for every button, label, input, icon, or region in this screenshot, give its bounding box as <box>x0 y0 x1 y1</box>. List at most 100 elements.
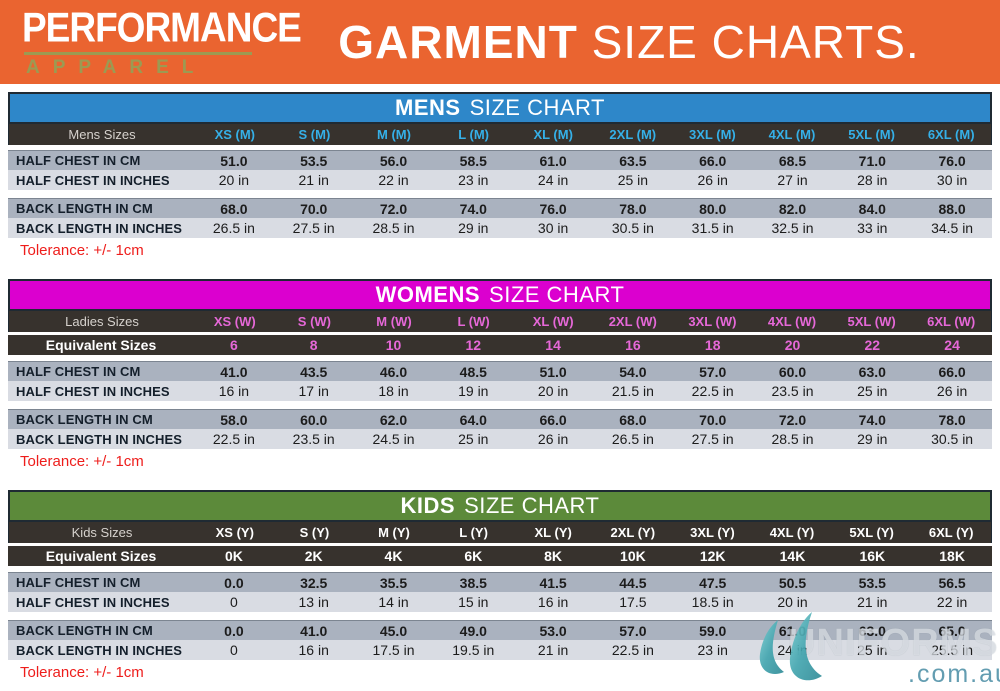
value-cell: 16 in <box>298 642 329 658</box>
value-cell: 26 in <box>936 383 968 399</box>
value-cell: 0.0 <box>224 574 244 591</box>
value-cell: 16 in <box>537 594 569 610</box>
brand-subname: APPAREL <box>26 57 207 78</box>
value-cell: 64.0 <box>459 411 487 428</box>
value-cell: 21.5 in <box>611 383 654 399</box>
value-cell: 4XL (M) <box>768 127 816 142</box>
value-cell: 3XL (M) <box>689 127 736 142</box>
sizes-label: Ladies Sizes <box>65 314 139 329</box>
mens-chart-title-bold: MENS <box>395 95 461 120</box>
value-cell: 70.0 <box>699 411 727 428</box>
value-cell: 50.5 <box>778 574 807 591</box>
size-header-row: Ladies Sizes XS (W) S (W) M (W) L (W) XL (W) 2… <box>8 311 992 332</box>
value-cell: 5XL (M) <box>848 127 895 142</box>
value-cell: 49.0 <box>459 622 487 639</box>
value-cell: 8 <box>309 337 318 353</box>
mens-chart-title-rest: SIZE CHART <box>469 95 605 120</box>
sizes-label: Mens Sizes <box>68 127 136 142</box>
kids-table: Kids Sizes XS (Y) S (Y) M (Y) L (Y) XL (Y) 2XL… <box>8 522 992 660</box>
value-cell: L (Y) <box>459 525 488 540</box>
value-cell: 22.5 in <box>611 642 654 658</box>
value-cell: 29 in <box>458 220 489 236</box>
row-label-text: BACK LENGTH IN INCHES <box>16 431 183 447</box>
value-cell: 8K <box>544 548 563 564</box>
value-cell: S (Y) <box>299 525 330 540</box>
row-label-text: BACK LENGTH IN CM <box>16 412 153 427</box>
value-cell: XL (Y) <box>534 525 572 540</box>
value-cell: 41.0 <box>300 622 328 639</box>
value-cell: 6XL (Y) <box>928 525 974 540</box>
value-cell: 27 in <box>777 172 808 188</box>
value-cell: 63.5 <box>619 152 647 169</box>
value-cell: 27.5 in <box>292 220 335 236</box>
data-row: HALF CHEST IN CM 51.0 53.5 56.0 58.5 61.0 63.5… <box>8 150 992 170</box>
value-cell: 56.0 <box>379 152 408 169</box>
value-cell: 54.0 <box>619 363 647 380</box>
kids-size-chart: KIDS SIZE CHART Kids Sizes XS (Y) S (Y) M (… <box>8 490 992 684</box>
row-label-text: HALF CHEST IN INCHES <box>16 383 170 399</box>
value-cell: 10 <box>385 337 402 353</box>
value-cell: 0.0 <box>224 622 244 639</box>
value-cell: 35.5 <box>379 574 408 591</box>
value-cell: 19 in <box>458 383 489 399</box>
page-title-bold: GARMENT <box>338 16 578 68</box>
value-cell: 30.5 in <box>931 431 974 447</box>
brand-logo: PERFORMANCE APPAREL <box>22 4 302 79</box>
value-cell: 60.0 <box>300 411 328 428</box>
value-cell: 84.0 <box>858 200 886 217</box>
value-cell: 63.0 <box>858 363 886 380</box>
row-label-text: BACK LENGTH IN CM <box>16 201 153 216</box>
value-cell: 62.0 <box>379 411 408 428</box>
data-row: HALF CHEST IN CM 0.0 32.5 35.5 38.5 41.5 44.5 4… <box>8 572 992 592</box>
value-cell: 76.0 <box>938 152 966 169</box>
row-label-text: HALF CHEST IN CM <box>16 575 141 590</box>
size-header-row: Mens Sizes XS (M) S (M) M (M) L (M) XL (M) 2XL… <box>8 124 992 145</box>
value-cell: 66.0 <box>938 363 966 380</box>
value-cell: 14 <box>545 337 561 353</box>
value-cell: 25 in <box>857 383 888 399</box>
value-cell: 20 <box>784 337 801 353</box>
row-gap <box>8 401 992 409</box>
value-cell: 78.0 <box>619 200 647 217</box>
value-cell: 32.5 in <box>771 220 814 236</box>
value-cell: 45.0 <box>379 622 408 639</box>
row-label-text: HALF CHEST IN INCHES <box>16 594 170 610</box>
value-cell: 2K <box>304 548 323 564</box>
value-cell: 56.5 <box>938 574 966 591</box>
page-title-rest: SIZE CHARTS. <box>591 16 920 68</box>
value-cell: 22 in <box>378 172 409 188</box>
value-cell: 19.5 in <box>452 642 495 658</box>
kids-tolerance-note: Tolerance: +/- 1cm <box>20 664 144 681</box>
equivalent-sizes-row: Equivalent Sizes 6 8 10 12 14 16 18 20 22 24 <box>8 335 992 355</box>
value-cell: 32.5 <box>300 574 328 591</box>
value-cell: 31.5 in <box>691 220 734 236</box>
value-cell: 4K <box>384 548 403 564</box>
value-cell: 6XL (W) <box>927 314 976 329</box>
row-gap <box>8 190 992 198</box>
value-cell: 0 <box>230 642 238 658</box>
value-cell: 3XL (Y) <box>690 525 735 540</box>
value-cell: 17.5 <box>619 594 647 610</box>
value-cell: 20 in <box>218 172 250 188</box>
value-cell: 58.5 <box>459 152 487 169</box>
value-cell: 76.0 <box>539 200 567 217</box>
brand-divider <box>24 52 252 55</box>
data-row: BACK LENGTH IN CM 0.0 41.0 45.0 49.0 53.0 57.0… <box>8 620 992 640</box>
row-label-text: HALF CHEST IN CM <box>16 364 141 379</box>
value-cell: 26 in <box>537 431 569 447</box>
row-label-text: HALF CHEST IN CM <box>16 153 141 168</box>
value-cell: 58.0 <box>220 411 248 428</box>
value-cell: S (W) <box>297 314 331 329</box>
value-cell: 6K <box>464 548 483 564</box>
value-cell: 24 in <box>537 172 569 188</box>
value-cell: 66.0 <box>699 152 727 169</box>
value-cell: 25 in <box>617 172 649 188</box>
value-cell: 72.0 <box>778 411 807 428</box>
data-row: HALF CHEST IN CM 41.0 43.5 46.0 48.5 51.0 54.0… <box>8 361 992 381</box>
value-cell: 26 in <box>697 172 728 188</box>
value-cell: 41.0 <box>220 363 248 380</box>
value-cell: XS (W) <box>213 314 256 329</box>
row-label-text: BACK LENGTH IN INCHES <box>16 642 183 658</box>
womens-size-chart: WOMENS SIZE CHART Ladies Sizes XS (W) S (W… <box>8 279 992 473</box>
value-cell: 68.5 <box>778 152 807 169</box>
